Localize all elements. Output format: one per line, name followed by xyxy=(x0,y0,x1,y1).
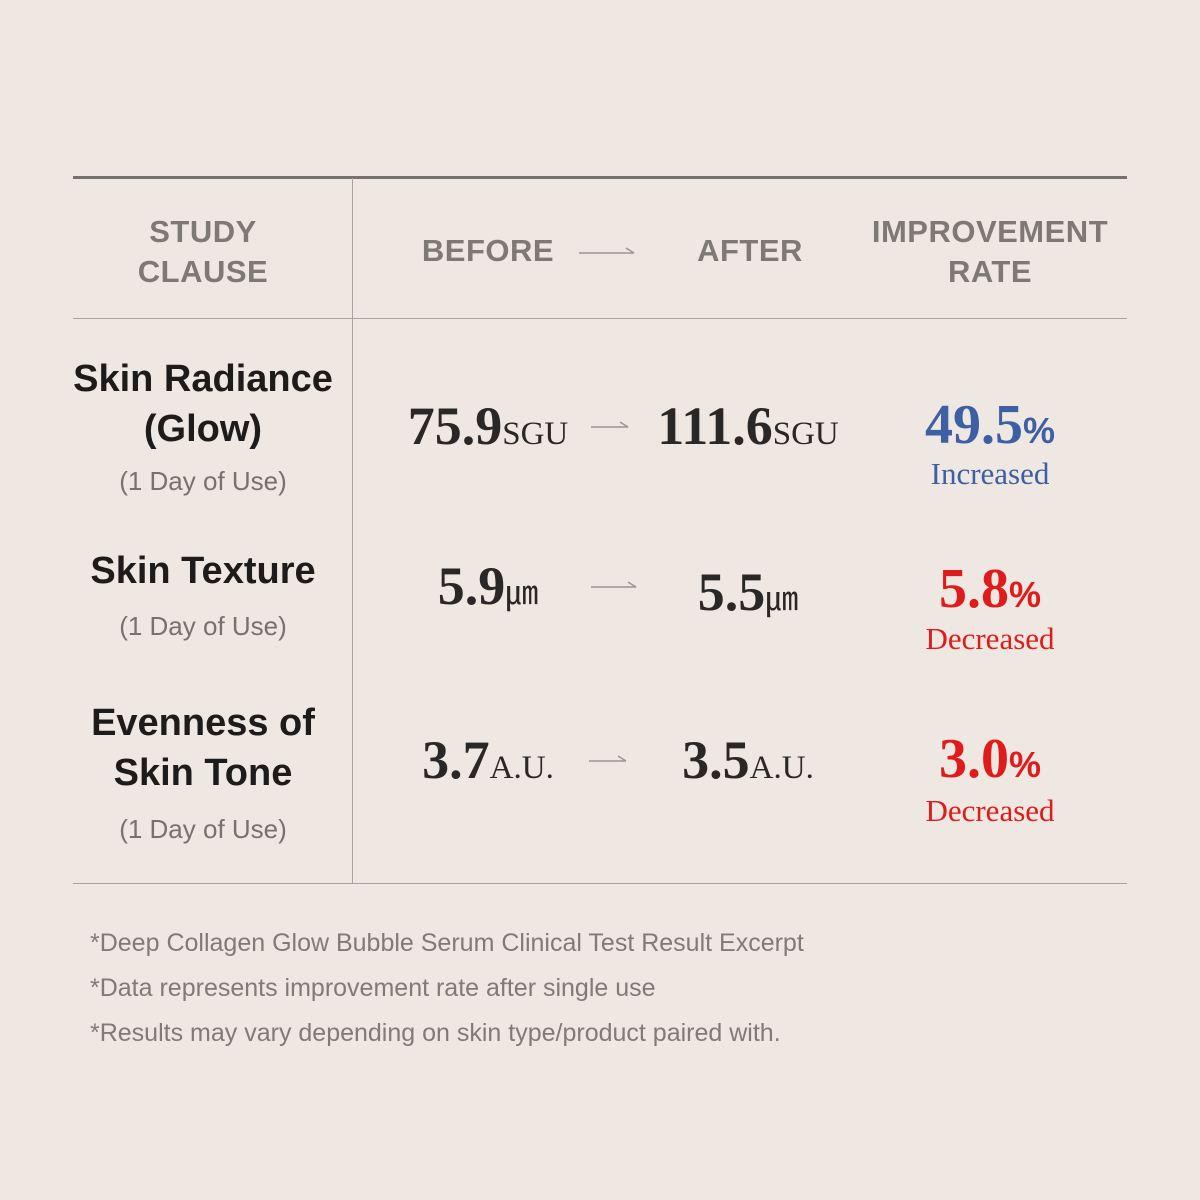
after-value: 111.6SGU xyxy=(638,396,858,464)
rate-unit: % xyxy=(1008,574,1041,615)
improvement-rate-value: 5.8% xyxy=(860,558,1120,626)
clause-line2: Skin Tone xyxy=(113,752,293,794)
right-arrow-icon xyxy=(590,578,637,590)
clause-line1: Evenness of xyxy=(91,702,315,744)
row-period: (1 Day of Use) xyxy=(119,611,287,641)
row-period: (1 Day of Use) xyxy=(119,466,287,496)
value-number: 5.9 xyxy=(437,556,506,616)
value-unit: ㎛ xyxy=(765,582,799,618)
after-value: 3.5A.U. xyxy=(638,730,858,798)
column-divider xyxy=(352,178,353,884)
value-number: 5.5 xyxy=(697,562,766,622)
value-number: 111.6 xyxy=(657,396,773,456)
header-study-line1: STUDY xyxy=(149,214,257,249)
row-period: (1 Day of Use) xyxy=(119,814,287,844)
after-value: 5.5㎛ xyxy=(638,562,858,630)
header-study-clause: STUDY CLAUSE xyxy=(103,212,303,292)
header-study-line2: CLAUSE xyxy=(137,254,269,289)
before-value: 75.9SGU xyxy=(378,396,598,464)
improvement-rate-value: 3.0% xyxy=(860,728,1120,796)
right-arrow-icon xyxy=(578,244,635,256)
improvement-rate-label: Decreased xyxy=(925,793,1055,828)
value-unit: SGU xyxy=(772,416,839,452)
value-unit: ㎛ xyxy=(505,576,539,612)
value-number: 75.9 xyxy=(407,396,503,456)
value-number: 3.5 xyxy=(682,730,750,790)
improvement-rate-value: 49.5% xyxy=(860,394,1120,462)
clause-line1: Skin Radiance xyxy=(73,358,333,400)
value-unit: A.U. xyxy=(489,750,554,786)
before-value: 5.9㎛ xyxy=(378,556,598,624)
header-divider xyxy=(73,318,1127,319)
right-arrow-icon xyxy=(590,418,634,430)
row-clause-evenness-skin-tone: Evenness of Skin Tone xyxy=(73,698,333,798)
header-before: BEFORE xyxy=(421,233,555,268)
value-number: 3.7 xyxy=(422,730,490,790)
header-rate-line1: IMPROVEMENT xyxy=(871,214,1109,249)
table-bottom-rule xyxy=(73,883,1127,884)
rate-number: 5.8 xyxy=(938,558,1009,620)
header-improvement-rate: IMPROVEMENT RATE xyxy=(850,212,1130,292)
improvement-rate-label: Increased xyxy=(930,456,1050,491)
value-unit: A.U. xyxy=(749,750,814,786)
rate-unit: % xyxy=(1008,744,1041,785)
footnote: *Deep Collagen Glow Bubble Serum Clinica… xyxy=(90,929,804,957)
rate-number: 49.5 xyxy=(924,394,1023,456)
rate-unit: % xyxy=(1022,410,1055,451)
clause-line2: (Glow) xyxy=(143,408,263,450)
improvement-rate-label: Decreased xyxy=(925,621,1055,656)
row-clause-skin-texture: Skin Texture xyxy=(73,546,333,596)
row-clause-skin-radiance: Skin Radiance (Glow) xyxy=(73,354,333,454)
header-after: AFTER xyxy=(697,233,803,268)
rate-number: 3.0 xyxy=(938,728,1009,790)
value-unit: SGU xyxy=(502,416,569,452)
table-top-rule xyxy=(73,176,1127,179)
header-rate-line2: RATE xyxy=(947,254,1033,289)
footnote: *Results may vary depending on skin type… xyxy=(90,1019,781,1047)
right-arrow-icon xyxy=(588,752,632,764)
footnote: *Data represents improvement rate after … xyxy=(90,974,656,1002)
before-value: 3.7A.U. xyxy=(378,730,598,798)
clause-line1: Skin Texture xyxy=(90,550,316,592)
